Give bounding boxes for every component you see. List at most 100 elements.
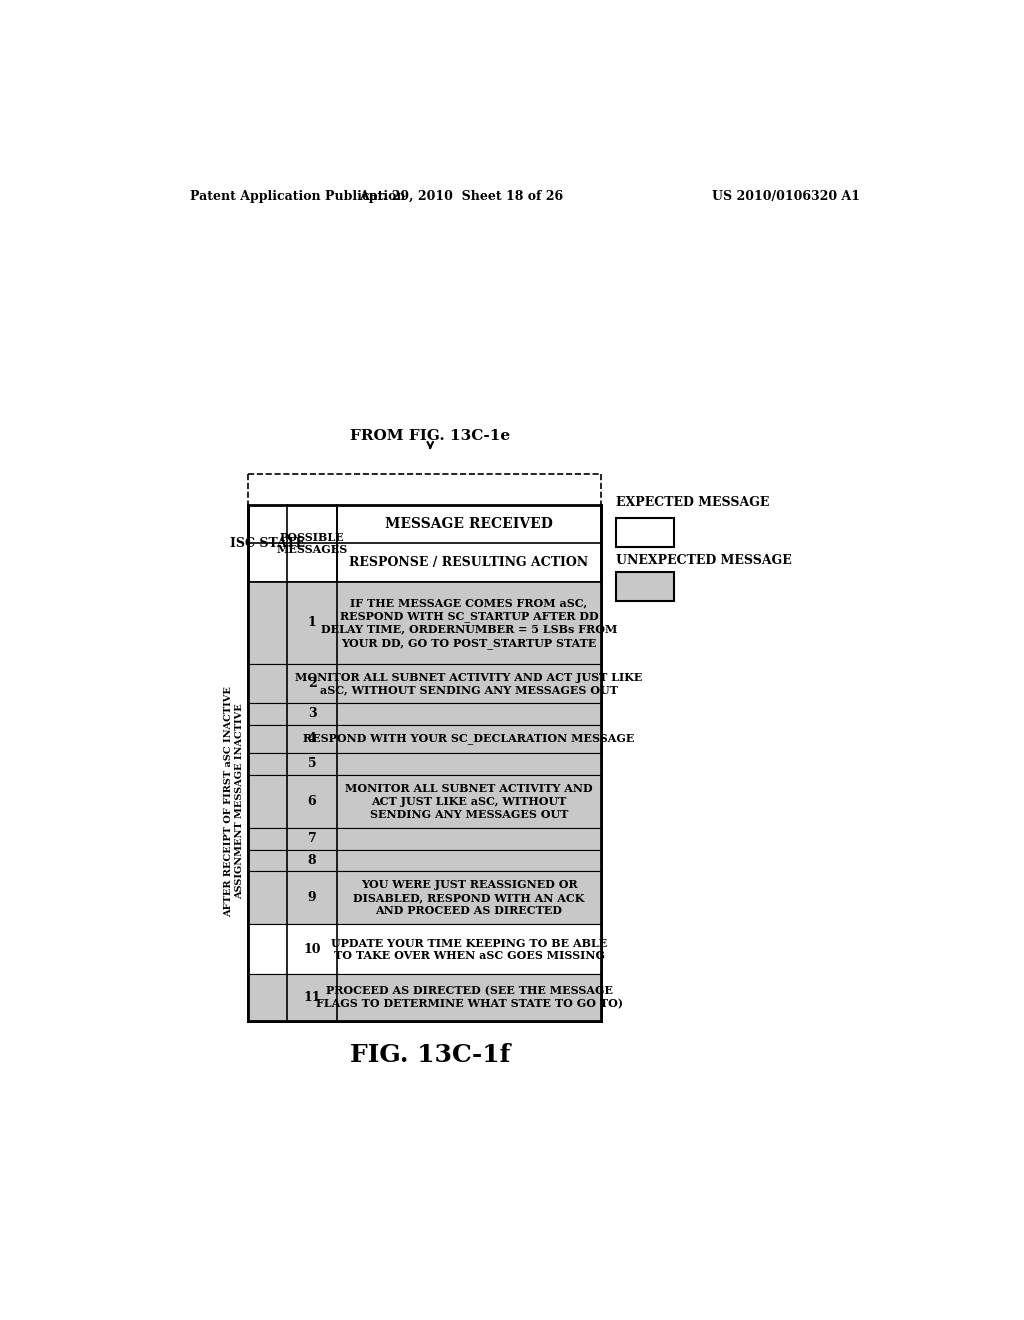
Point: [486, 896, 503, 917]
Point: [311, 682, 328, 704]
Point: [420, 888, 436, 909]
Point: [413, 690, 429, 711]
Point: [541, 878, 557, 899]
Point: [455, 672, 471, 693]
Point: [242, 970, 258, 991]
Point: [432, 741, 449, 762]
Point: [537, 624, 553, 645]
Point: [327, 1005, 343, 1026]
Point: [435, 882, 452, 903]
Point: [544, 680, 560, 701]
Point: [346, 594, 362, 615]
Point: [424, 668, 440, 689]
Point: [250, 862, 266, 883]
Point: [552, 818, 568, 840]
Point: [563, 660, 580, 681]
Point: [532, 878, 549, 899]
Point: [404, 908, 421, 929]
Point: [432, 812, 449, 833]
Point: [528, 777, 545, 799]
Point: [319, 690, 336, 711]
Point: [424, 718, 440, 739]
Point: [385, 912, 401, 933]
Point: [459, 1001, 475, 1022]
Point: [489, 770, 506, 791]
Point: [548, 751, 564, 772]
Point: [362, 693, 379, 714]
Point: [389, 870, 406, 891]
Point: [385, 818, 401, 840]
Point: [397, 829, 414, 850]
Point: [528, 672, 545, 693]
Point: [524, 737, 541, 758]
Point: [254, 598, 270, 619]
Point: [509, 594, 525, 615]
Point: [424, 843, 440, 865]
Point: [537, 818, 553, 840]
Point: [459, 896, 475, 917]
Point: [285, 981, 301, 1002]
Point: [432, 755, 449, 776]
Point: [335, 774, 351, 795]
Point: [443, 874, 460, 895]
Point: [276, 874, 293, 895]
Point: [272, 680, 289, 701]
Point: [400, 888, 417, 909]
Point: [513, 781, 529, 803]
Point: [370, 896, 386, 917]
Point: [242, 574, 258, 595]
Point: [362, 866, 379, 887]
Point: [591, 825, 607, 846]
Point: [269, 722, 286, 743]
Point: [452, 818, 468, 840]
Point: [478, 664, 495, 685]
Point: [304, 808, 321, 829]
Point: [513, 648, 529, 669]
Point: [567, 900, 584, 921]
Point: [378, 672, 394, 693]
Point: [428, 743, 444, 764]
Point: [432, 606, 449, 627]
Point: [413, 624, 429, 645]
Point: [482, 829, 499, 850]
Point: [354, 808, 371, 829]
Point: [366, 888, 382, 909]
Point: [311, 874, 328, 895]
Point: [285, 624, 301, 645]
Point: [587, 697, 603, 718]
Point: [292, 825, 308, 846]
Text: 7: 7: [307, 833, 316, 845]
Point: [532, 882, 549, 903]
Point: [378, 816, 394, 837]
Point: [308, 792, 325, 813]
Point: [354, 884, 371, 906]
Point: [470, 737, 486, 758]
Point: [544, 578, 560, 599]
Point: [354, 1005, 371, 1026]
Point: [269, 747, 286, 768]
Point: [324, 590, 340, 611]
Point: [378, 818, 394, 840]
Point: [556, 812, 572, 833]
Point: [335, 648, 351, 669]
Point: [494, 821, 510, 842]
Point: [517, 781, 534, 803]
Point: [331, 847, 347, 869]
Point: [389, 908, 406, 929]
Point: [331, 888, 347, 909]
Point: [556, 693, 572, 714]
Point: [556, 851, 572, 873]
Point: [404, 676, 421, 697]
Point: [443, 816, 460, 837]
Point: [261, 636, 278, 657]
Point: [319, 777, 336, 799]
Point: [285, 616, 301, 638]
Point: [285, 843, 301, 865]
Point: [354, 664, 371, 685]
Point: [524, 974, 541, 995]
Point: [358, 594, 375, 615]
Point: [521, 821, 538, 842]
Point: [254, 606, 270, 627]
Point: [354, 888, 371, 909]
Point: [350, 755, 367, 776]
